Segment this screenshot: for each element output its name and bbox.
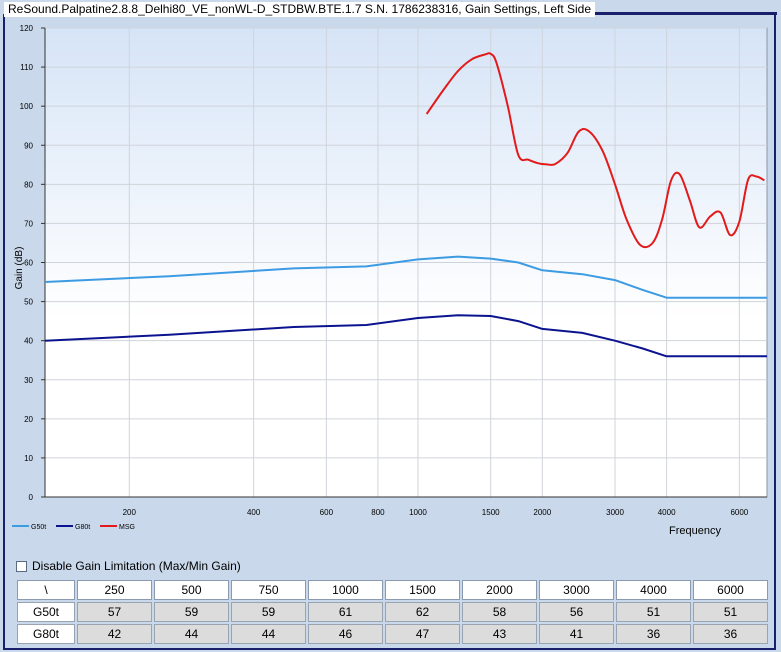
y-tick-label: 110: [20, 63, 33, 72]
header-cell: 250: [77, 580, 152, 600]
table-cell[interactable]: 61: [308, 602, 383, 622]
table-corner-cell: \: [17, 580, 75, 600]
grid: [41, 27, 767, 498]
y-tick-labels: 0 10 20 30 40 50 60 70 80 90 100 110 120: [20, 24, 34, 502]
header-cell: 500: [154, 580, 229, 600]
header-cell: 2000: [462, 580, 537, 600]
legend: G50t G80t MSG: [12, 524, 135, 531]
x-tick-label: 200: [123, 508, 137, 517]
y-tick-label: 40: [24, 337, 33, 346]
legend-label-g50t: G50t: [31, 524, 46, 531]
table-cell[interactable]: 47: [385, 624, 460, 644]
x-tick-labels: 200 400 600 800 1000 1500 2000 3000 4000 6000: [123, 508, 749, 517]
x-tick-label: 4000: [658, 508, 676, 517]
disable-gain-limitation-row[interactable]: Disable Gain Limitation (Max/Min Gain): [16, 558, 241, 574]
window-title: ReSound.Palpatine2.8.8_Delhi80_VE_nonWL-…: [4, 2, 596, 17]
gain-table: \ 250 500 750 1000 1500 2000 3000 4000 6…: [15, 578, 770, 646]
disable-gain-limitation-checkbox[interactable]: [16, 560, 27, 572]
window-border: [3, 14, 776, 650]
table-cell[interactable]: 36: [616, 624, 691, 644]
header-cell: 4000: [616, 580, 691, 600]
y-axis-label: Gain (dB): [14, 247, 25, 290]
row-label: G50t: [17, 602, 75, 622]
series-line-g80t: [44, 314, 767, 358]
y-tick-label: 10: [24, 454, 33, 463]
table-cell[interactable]: 44: [231, 624, 306, 644]
x-tick-label: 600: [320, 508, 334, 517]
table-cell[interactable]: 51: [693, 602, 768, 622]
header-cell: 1500: [385, 580, 460, 600]
table-cell[interactable]: 57: [77, 602, 152, 622]
x-tick-label: 1500: [482, 508, 500, 517]
table-cell[interactable]: 43: [462, 624, 537, 644]
x-tick-label: 1000: [409, 508, 427, 517]
y-tick-label: 80: [24, 180, 33, 189]
y-tick-label: 70: [24, 219, 33, 228]
table-cell[interactable]: 51: [616, 602, 691, 622]
table-cell[interactable]: 58: [462, 602, 537, 622]
series-lines: [44, 52, 767, 358]
x-tick-label: 2000: [533, 508, 551, 517]
y-tick-label: 20: [24, 415, 33, 424]
table-cell[interactable]: 62: [385, 602, 460, 622]
table-cell[interactable]: 59: [231, 602, 306, 622]
window-title-bar-line: [555, 12, 777, 15]
y-tick-label: 100: [20, 102, 34, 111]
legend-label-g80t: G80t: [75, 524, 90, 531]
series-line-msg: [425, 52, 765, 249]
y-tick-label: 120: [20, 24, 34, 33]
legend-label-msg: MSG: [119, 524, 135, 531]
table-cell[interactable]: 44: [154, 624, 229, 644]
header-cell: 3000: [539, 580, 614, 600]
x-tick-label: 6000: [730, 508, 748, 517]
table-cell[interactable]: 56: [539, 602, 614, 622]
table-row-g80t: G80t 42 44 44 46 47 43 41 36 36: [17, 624, 768, 644]
header-cell: 750: [231, 580, 306, 600]
table-row-g50t: G50t 57 59 59 61 62 58 56 51 51: [17, 602, 768, 622]
table-cell[interactable]: 41: [539, 624, 614, 644]
series-line-g50t: [44, 255, 767, 299]
gain-chart: 0 10 20 30 40 50 60 70 80 90 100 110 120 200 400 600 80…: [12, 24, 768, 537]
x-tick-label: 400: [247, 508, 261, 517]
x-tick-label: 3000: [606, 508, 624, 517]
header-cell: 6000: [693, 580, 768, 600]
x-tick-label: 800: [371, 508, 385, 517]
table-header-row: \ 250 500 750 1000 1500 2000 3000 4000 6…: [17, 580, 768, 600]
y-tick-label: 90: [24, 141, 33, 150]
table-cell[interactable]: 36: [693, 624, 768, 644]
table-cell[interactable]: 42: [77, 624, 152, 644]
y-tick-label: 50: [24, 298, 33, 307]
y-tick-label: 60: [24, 259, 33, 268]
y-tick-label: 30: [24, 376, 33, 385]
row-label: G80t: [17, 624, 75, 644]
header-cell: 1000: [308, 580, 383, 600]
y-tick-label: 0: [29, 493, 34, 502]
table-cell[interactable]: 59: [154, 602, 229, 622]
table-cell[interactable]: 46: [308, 624, 383, 644]
x-axis-label: Frequency: [669, 525, 721, 537]
disable-gain-limitation-label: Disable Gain Limitation (Max/Min Gain): [32, 559, 241, 573]
